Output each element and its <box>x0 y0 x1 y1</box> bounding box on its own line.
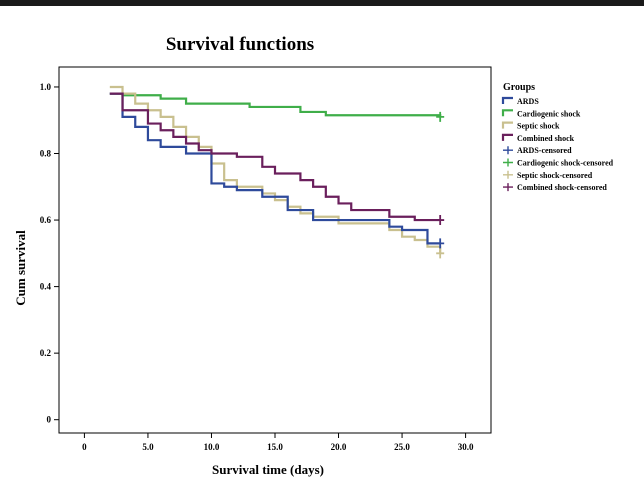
y-tick-label: 0.4 <box>40 282 52 292</box>
y-tick-label: 0.6 <box>40 215 52 225</box>
top-rule <box>0 0 644 6</box>
y-tick-label: 0.2 <box>40 348 52 358</box>
y-tick-label: 1.0 <box>40 82 52 92</box>
censor-mark-ards <box>436 238 445 249</box>
legend-censor-swatch <box>503 170 513 179</box>
legend-swatch <box>501 133 513 141</box>
legend-label: Combined shock-censored <box>517 183 607 192</box>
x-tick-label: 30.0 <box>458 442 474 452</box>
x-tick-label: 25.0 <box>394 442 410 452</box>
legend-label: ARDS <box>517 97 539 106</box>
x-tick-label: 20.0 <box>331 442 347 452</box>
legend-label: ARDS-censored <box>517 146 572 155</box>
series-line-ards <box>109 92 441 245</box>
x-axis-label: Survival time (days) <box>212 462 324 477</box>
legend-title: Groups <box>503 82 535 93</box>
legend-censor-swatch <box>503 146 513 155</box>
legend-censor-swatch <box>503 183 513 192</box>
y-axis-label: Cum survival <box>13 230 28 306</box>
legend-swatch <box>501 121 513 129</box>
x-axis: 0 5.0 10.0 15.0 20.0 25.0 30.0 <box>82 433 474 452</box>
series-line-combined-shock <box>109 92 441 222</box>
y-tick-label: 0.8 <box>40 149 52 159</box>
legend-label: Combined shock <box>517 134 575 143</box>
x-tick-label: 10.0 <box>204 442 220 452</box>
y-tick-label: 0 <box>47 415 52 425</box>
legend-swatch <box>501 96 513 104</box>
legend-label: Septic shock-censored <box>517 171 593 180</box>
x-tick-label: 5.0 <box>142 442 154 452</box>
legend-label: Cardiogenic shock <box>517 109 581 118</box>
y-axis: 0 0.2 0.4 0.6 0.8 1.0 <box>40 82 59 425</box>
censor-mark-combined-shock <box>436 215 445 226</box>
x-tick-label: 15.0 <box>267 442 283 452</box>
legend-label: Septic shock <box>517 122 560 131</box>
legend: Groups ARDS Cardiogenic shock Septic shock… <box>501 82 614 192</box>
series-group <box>109 85 445 259</box>
legend-label: Cardiogenic shock-censored <box>517 159 614 168</box>
x-tick-label: 0 <box>82 442 87 452</box>
legend-censor-swatch <box>503 158 513 167</box>
legend-swatch <box>501 109 513 117</box>
plot-frame <box>58 66 492 434</box>
censor-mark-septic-shock <box>436 248 445 259</box>
chart-title: Survival functions <box>166 34 314 55</box>
series-line-cardiogenic-shock <box>109 92 442 117</box>
censor-mark-cardiogenic-shock <box>436 111 445 122</box>
